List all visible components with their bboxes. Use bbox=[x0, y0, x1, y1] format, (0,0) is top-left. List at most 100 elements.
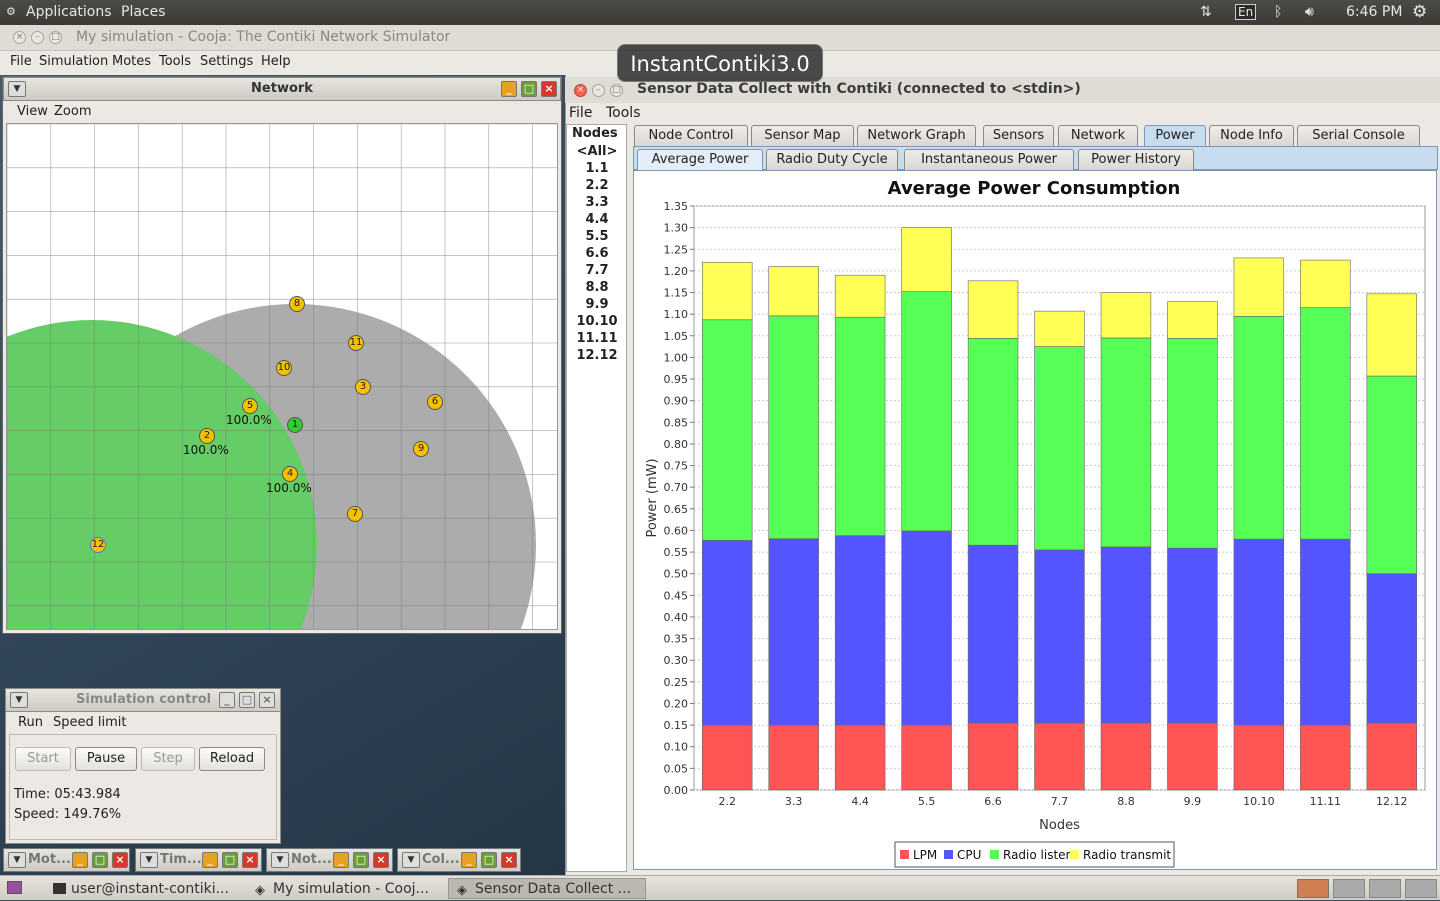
node-list-item[interactable]: 8.8 bbox=[585, 280, 609, 295]
frame-menu-icon[interactable]: ▼ bbox=[140, 852, 158, 868]
maximize-window-icon[interactable]: □ bbox=[49, 31, 62, 44]
pause-button[interactable]: Pause bbox=[75, 747, 137, 771]
menu-help[interactable]: Help bbox=[261, 54, 291, 69]
minimize-icon[interactable]: _ bbox=[333, 852, 349, 868]
mote-6[interactable]: 6 bbox=[427, 394, 443, 410]
node-list-item[interactable]: 11.11 bbox=[576, 331, 618, 346]
node-list-item[interactable]: 2.2 bbox=[585, 178, 609, 193]
menu-zoom[interactable]: Zoom bbox=[54, 104, 92, 119]
workspace-4[interactable] bbox=[1405, 879, 1437, 898]
maximize-icon[interactable]: □ bbox=[222, 852, 238, 868]
show-desktop-icon[interactable] bbox=[7, 881, 22, 894]
clock[interactable]: 6:46 PM bbox=[1346, 4, 1403, 20]
mote-9[interactable]: 9 bbox=[413, 441, 429, 457]
node-list-item[interactable]: 1.1 bbox=[585, 161, 609, 176]
maximize-icon[interactable]: □ bbox=[239, 692, 255, 708]
tab-power[interactable]: Power bbox=[1144, 125, 1206, 147]
mote-11[interactable]: 11 bbox=[348, 335, 364, 351]
close-icon[interactable]: × bbox=[541, 81, 557, 97]
menu-motes[interactable]: Motes bbox=[112, 54, 152, 69]
minimize-icon[interactable]: _ bbox=[501, 81, 517, 97]
tab-network[interactable]: Network bbox=[1058, 125, 1138, 147]
mote-12[interactable]: 12 bbox=[90, 537, 106, 553]
close-window-icon[interactable]: × bbox=[13, 31, 26, 44]
mote-10[interactable]: 10 bbox=[276, 360, 292, 376]
maximize-icon[interactable]: □ bbox=[521, 81, 537, 97]
minimize-icon[interactable]: _ bbox=[219, 692, 235, 708]
tab-sensors[interactable]: Sensors bbox=[983, 125, 1054, 147]
node-list-item[interactable]: 12.12 bbox=[576, 348, 618, 363]
close-icon[interactable]: × bbox=[259, 692, 275, 708]
subtab-instantaneous-power[interactable]: Instantaneous Power bbox=[904, 149, 1074, 170]
menu-run[interactable]: Run bbox=[18, 715, 43, 730]
minimized-frame-timeline[interactable]: ▼ Tim... _ □ × bbox=[135, 848, 262, 872]
mote-5[interactable]: 5 bbox=[242, 398, 258, 414]
node-list-item[interactable]: 5.5 bbox=[585, 229, 609, 244]
mote-3[interactable]: 3 bbox=[355, 379, 371, 395]
minimized-frame-motes[interactable]: ▼ Mot... _ □ × bbox=[3, 848, 130, 872]
workspace-2[interactable] bbox=[1333, 879, 1365, 898]
tab-network-graph[interactable]: Network Graph bbox=[857, 125, 976, 147]
places-menu[interactable]: Places bbox=[121, 4, 166, 20]
menu-view[interactable]: View bbox=[17, 104, 48, 119]
nodes-list[interactable]: Nodes <All> 1.1 2.2 3.3 4.4 5.5 6.6 7.7 8.8 9.9 10… bbox=[566, 124, 627, 872]
frame-menu-icon[interactable]: ▼ bbox=[8, 852, 26, 868]
menu-file[interactable]: File bbox=[10, 54, 32, 69]
subtab-power-history[interactable]: Power History bbox=[1078, 149, 1194, 170]
frame-menu-icon[interactable]: ▼ bbox=[10, 692, 28, 708]
close-icon[interactable]: × bbox=[501, 852, 517, 868]
volume-icon[interactable]: 🔊︎ bbox=[1305, 4, 1314, 20]
maximize-window-icon[interactable]: □ bbox=[610, 84, 623, 97]
node-list-item[interactable]: 6.6 bbox=[585, 246, 609, 261]
settings-gear-icon[interactable]: ⚙ bbox=[1412, 2, 1428, 22]
menu-speed-limit[interactable]: Speed limit bbox=[53, 715, 127, 730]
workspace-3[interactable] bbox=[1369, 879, 1401, 898]
mote-8[interactable]: 8 bbox=[289, 296, 305, 312]
maximize-icon[interactable]: □ bbox=[92, 852, 108, 868]
frame-menu-icon[interactable]: ▼ bbox=[8, 81, 26, 97]
minimize-window-icon[interactable]: – bbox=[31, 31, 44, 44]
sensor-menu-tools[interactable]: Tools bbox=[606, 105, 641, 121]
taskbar-sensor-collect[interactable]: ◈ Sensor Data Collect ... bbox=[448, 878, 646, 899]
applications-menu[interactable]: Applications bbox=[26, 4, 112, 20]
close-icon[interactable]: × bbox=[242, 852, 258, 868]
start-button[interactable]: Start bbox=[15, 747, 71, 771]
simctl-titlebar[interactable]: ▼ Simulation control _ □ × bbox=[5, 688, 281, 712]
taskbar-terminal[interactable]: user@instant-contiki... bbox=[44, 878, 240, 899]
tab-node-info[interactable]: Node Info bbox=[1209, 125, 1294, 147]
maximize-icon[interactable]: □ bbox=[353, 852, 369, 868]
subtab-radio-duty-cycle[interactable]: Radio Duty Cycle bbox=[766, 149, 898, 170]
network-transfer-icon[interactable]: ⇅ bbox=[1200, 4, 1212, 20]
minimize-icon[interactable]: _ bbox=[202, 852, 218, 868]
node-list-item[interactable]: <All> bbox=[576, 144, 618, 159]
tab-sensor-map[interactable]: Sensor Map bbox=[751, 125, 854, 147]
step-button[interactable]: Step bbox=[141, 747, 195, 771]
frame-menu-icon[interactable]: ▼ bbox=[402, 852, 420, 868]
menu-settings[interactable]: Settings bbox=[200, 54, 254, 69]
minimized-frame-notes[interactable]: ▼ Not... _ □ × bbox=[266, 848, 393, 872]
bluetooth-icon[interactable]: ᛒ bbox=[1274, 4, 1283, 20]
mote-7[interactable]: 7 bbox=[347, 506, 363, 522]
subtab-average-power[interactable]: Average Power bbox=[637, 149, 763, 170]
mote-1[interactable]: 1 bbox=[287, 417, 303, 433]
close-icon[interactable]: × bbox=[112, 852, 128, 868]
node-list-item[interactable]: 10.10 bbox=[576, 314, 618, 329]
mote-4[interactable]: 4 bbox=[282, 466, 298, 482]
taskbar-cooja[interactable]: ◈ My simulation - Cooj... bbox=[246, 878, 442, 899]
network-titlebar[interactable]: ▼ Network _ □ × bbox=[3, 77, 561, 101]
workspace-1[interactable] bbox=[1297, 879, 1329, 898]
mote-2[interactable]: 2 bbox=[199, 428, 215, 444]
maximize-icon[interactable]: □ bbox=[481, 852, 497, 868]
sensor-menu-file[interactable]: File bbox=[569, 105, 593, 121]
menu-simulation[interactable]: Simulation bbox=[39, 54, 109, 69]
sensor-titlebar[interactable]: × – □ Sensor Data Collect with Contiki (… bbox=[565, 77, 1440, 103]
network-canvas[interactable]: 8 11 10 3 6 5 1 2 9 4 7 12 100.0% 100.0%… bbox=[6, 123, 558, 630]
node-list-item[interactable]: 7.7 bbox=[585, 263, 609, 278]
close-window-icon[interactable]: × bbox=[574, 84, 587, 97]
node-list-item[interactable]: 4.4 bbox=[585, 212, 609, 227]
minimized-frame-collect[interactable]: ▼ Col... _ □ × bbox=[397, 848, 521, 872]
tab-serial-console[interactable]: Serial Console bbox=[1297, 125, 1420, 147]
minimize-window-icon[interactable]: – bbox=[592, 84, 605, 97]
keyboard-layout-indicator[interactable]: En bbox=[1235, 4, 1257, 20]
minimize-icon[interactable]: _ bbox=[461, 852, 477, 868]
